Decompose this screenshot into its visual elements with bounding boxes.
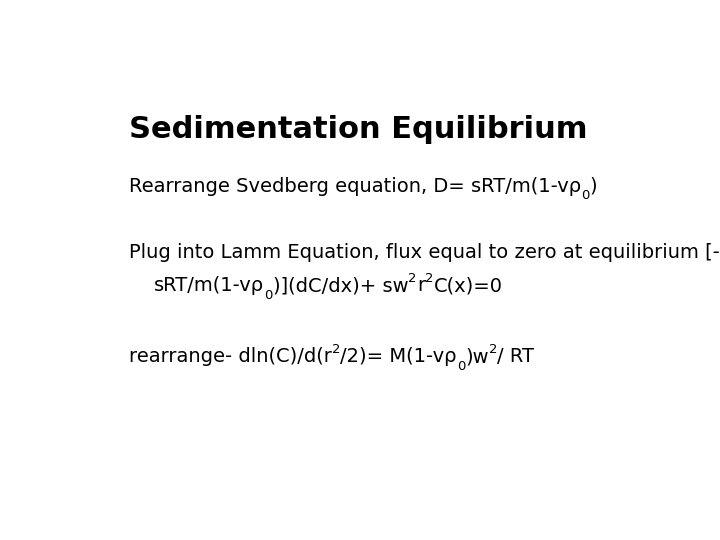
Text: r: r (417, 276, 425, 295)
Text: )](dC/dx)+ sw: )](dC/dx)+ sw (273, 276, 408, 295)
Text: C(x)=0: C(x)=0 (433, 276, 503, 295)
Text: / RT: / RT (498, 347, 534, 366)
Text: 2: 2 (408, 272, 417, 285)
Text: Plug into Lamm Equation, flux equal to zero at equilibrium [-: Plug into Lamm Equation, flux equal to z… (129, 243, 720, 262)
Text: 0: 0 (581, 189, 590, 202)
Text: 2: 2 (425, 272, 433, 285)
Text: ): ) (590, 177, 597, 195)
Text: 2: 2 (332, 343, 341, 356)
Text: )w: )w (465, 347, 489, 366)
Text: Rearrange Svedberg equation, D= sRT/m(1-vρ: Rearrange Svedberg equation, D= sRT/m(1-… (129, 177, 581, 195)
Text: 2: 2 (489, 343, 498, 356)
Text: Sedimentation Equilibrium: Sedimentation Equilibrium (129, 114, 588, 144)
Text: 0: 0 (457, 360, 465, 373)
Text: /2)= M(1-vρ: /2)= M(1-vρ (341, 347, 457, 366)
Text: rearrange- dln(C)/d(r: rearrange- dln(C)/d(r (129, 347, 332, 366)
Text: sRT/m(1-vρ: sRT/m(1-vρ (154, 276, 264, 295)
Text: 0: 0 (264, 289, 273, 302)
